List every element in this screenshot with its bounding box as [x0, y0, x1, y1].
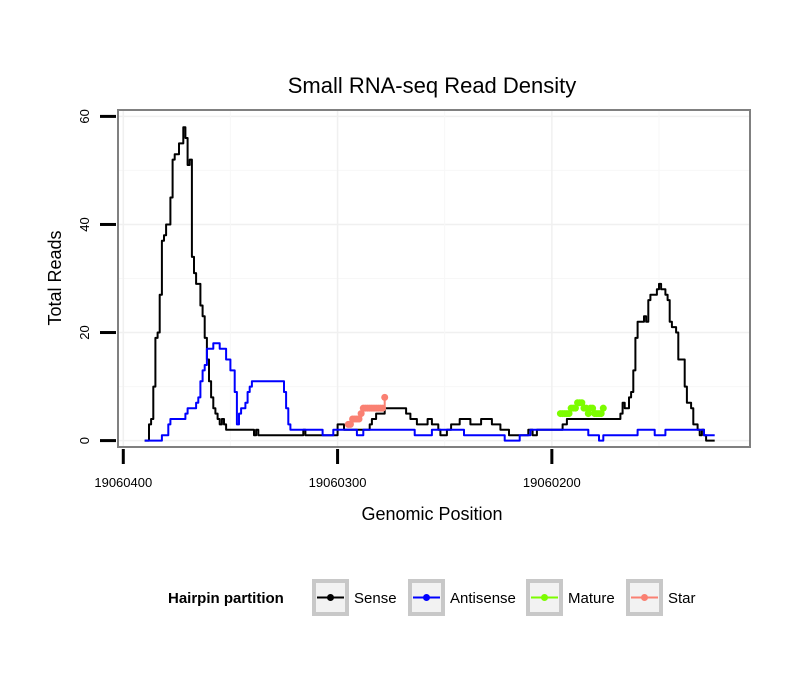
- x-axis: 19060400 19060300 19060200: [94, 449, 581, 490]
- legend-key-point: [641, 594, 648, 601]
- data-point-star: [357, 410, 365, 418]
- y-tick-label: 20: [77, 325, 92, 339]
- series-line-sense: [144, 126, 715, 442]
- data-point-mature: [597, 410, 605, 418]
- y-tick-label: 60: [77, 109, 92, 123]
- legend-key-point: [541, 594, 548, 601]
- data-point-star: [379, 404, 387, 412]
- y-tick-label: 0: [77, 437, 92, 444]
- x-tick-label: 19060400: [94, 475, 152, 490]
- chart-title: Small RNA-seq Read Density: [288, 73, 577, 98]
- series-layer: [144, 126, 715, 442]
- y-tick-label: 40: [77, 217, 92, 231]
- grid: [119, 111, 749, 446]
- legend-entry-antisense: Antisense: [408, 579, 516, 616]
- data-point-mature: [578, 399, 586, 407]
- data-point-mature: [565, 410, 573, 418]
- data-point-star: [355, 415, 363, 423]
- legend-key-point: [423, 594, 430, 601]
- series-antisense: [144, 342, 715, 442]
- legend-entry-mature: Mature: [526, 579, 615, 616]
- series-sense: [144, 126, 715, 442]
- series-star: [344, 393, 389, 428]
- series-line-antisense: [144, 342, 715, 442]
- legend-label: Mature: [568, 590, 615, 607]
- data-point-mature: [571, 404, 579, 412]
- legend-entry-sense: Sense: [312, 579, 397, 616]
- legend-label: Antisense: [450, 590, 516, 607]
- series-mature: [556, 399, 607, 418]
- data-point-mature: [599, 404, 607, 412]
- legend-label: Sense: [354, 590, 397, 607]
- panel-border: [117, 109, 751, 448]
- x-tick-label: 19060300: [309, 475, 367, 490]
- legend-label: Star: [668, 590, 696, 607]
- data-point-star: [381, 393, 389, 401]
- data-point-mature: [584, 410, 592, 418]
- legend-entry-star: Star: [626, 579, 696, 616]
- y-axis-label: Total Reads: [45, 230, 65, 325]
- x-axis-label: Genomic Position: [361, 504, 502, 524]
- legend: Hairpin partition Sense Antisense Mature St…: [168, 579, 696, 616]
- legend-key-point: [327, 594, 334, 601]
- legend-title: Hairpin partition: [168, 590, 284, 607]
- y-axis: 0 20 40 60: [77, 109, 116, 444]
- x-tick-label: 19060200: [523, 475, 581, 490]
- data-point-star: [346, 420, 354, 428]
- data-point-mature: [589, 404, 597, 412]
